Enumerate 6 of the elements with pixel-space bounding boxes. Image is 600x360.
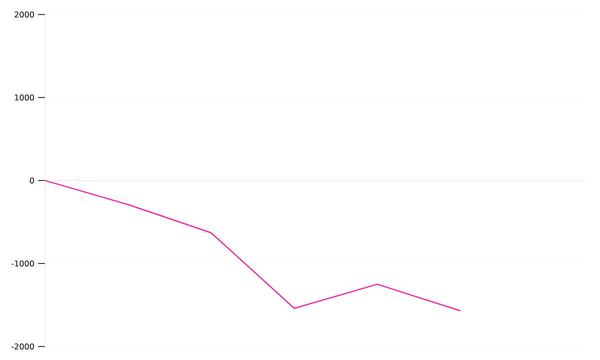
y-tick-label: 1000 (14, 94, 34, 101)
y-tick-label: 0 (30, 177, 34, 184)
y-tick-label: -2000 (12, 343, 34, 350)
line-series (44, 180, 461, 312)
y-tick-label: -1000 (12, 260, 34, 267)
y-tick-label: 2000 (14, 11, 34, 18)
